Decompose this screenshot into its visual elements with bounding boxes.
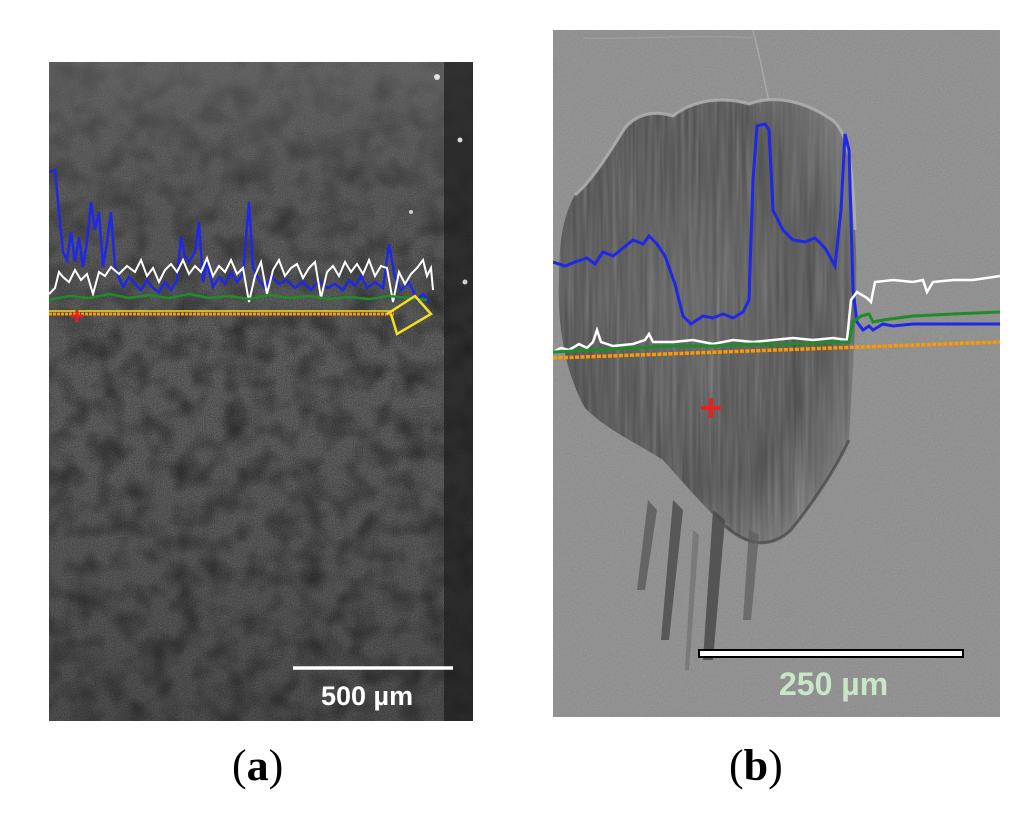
red-cross-marker-icon — [701, 398, 721, 418]
panel-caption-b: (b) — [729, 741, 783, 790]
endpoint-yellow-marker-a — [386, 294, 433, 336]
scale-bar-label-a: 500 µm — [321, 681, 414, 711]
micrograph-b-image — [553, 30, 1000, 717]
panel-caption-a: (a) — [232, 741, 284, 790]
profile-blue-line-a — [49, 168, 430, 303]
scale-bar-label-b: 250 µm — [779, 666, 889, 702]
micrograph-a-image — [49, 62, 473, 721]
profile-green-line-a — [49, 292, 428, 302]
micrograph-b: 250 µm — [553, 30, 1000, 717]
baseline-orange-line-b — [553, 340, 1000, 360]
profile-green-line-b — [553, 310, 1000, 354]
red-cross-marker-icon — [71, 310, 83, 322]
profile-white-line-b — [553, 274, 1000, 354]
profile-white-line-a — [49, 255, 434, 303]
profile-blue-line-b — [553, 122, 1000, 333]
scale-bar-b — [698, 649, 964, 658]
micrograph-a: 500 µm — [49, 62, 473, 721]
